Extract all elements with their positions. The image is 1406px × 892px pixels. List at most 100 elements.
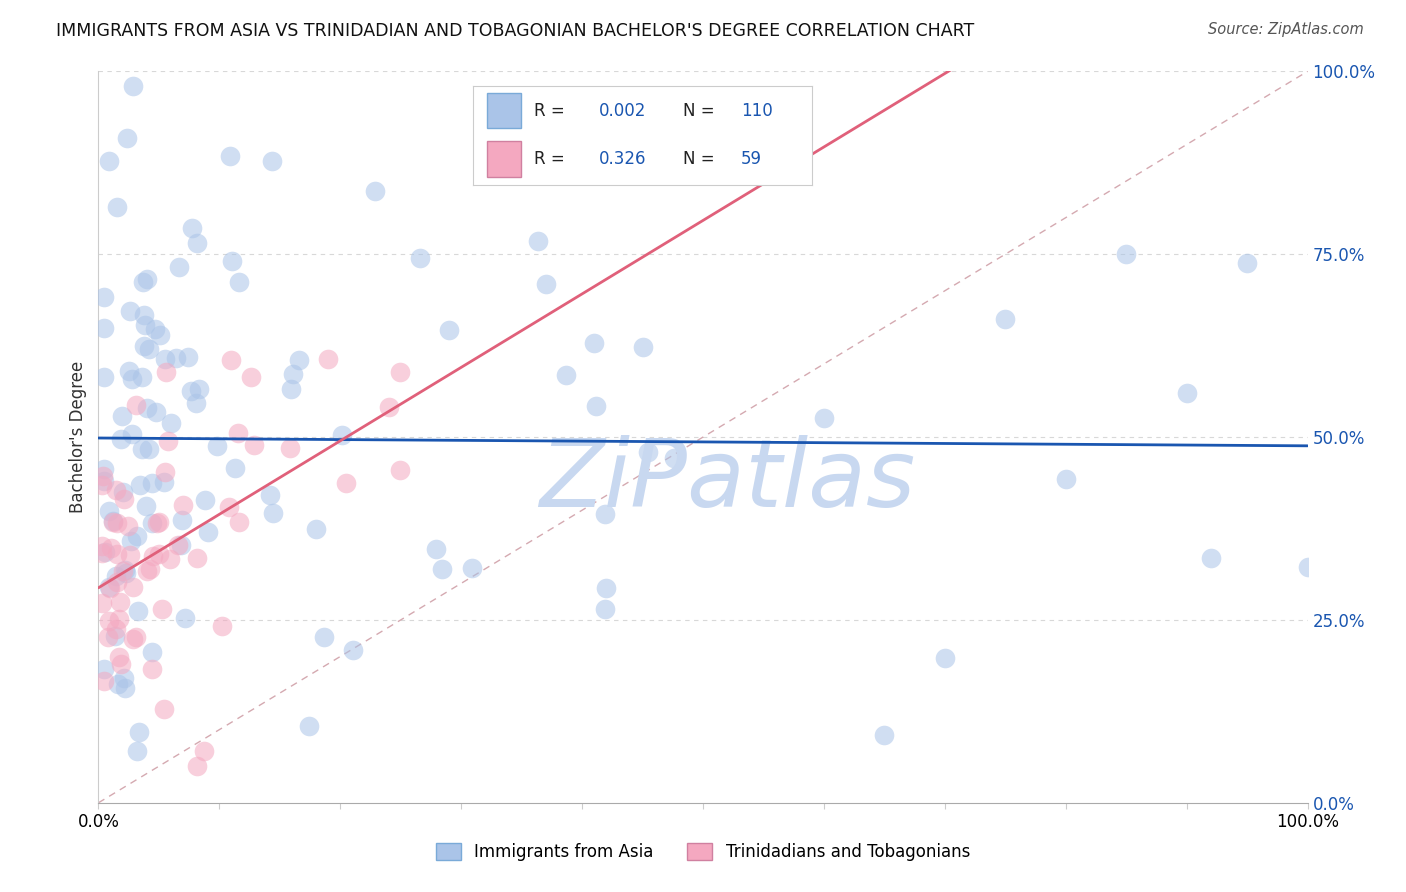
Point	[873, 728, 896, 742]
Point	[262, 506, 284, 520]
Point	[141, 645, 163, 659]
Point	[125, 397, 148, 411]
Point	[180, 384, 202, 399]
Point	[305, 522, 328, 536]
Point	[157, 434, 180, 448]
Point	[135, 272, 157, 286]
Point	[132, 308, 155, 322]
Point	[194, 492, 217, 507]
Point	[378, 400, 401, 414]
Point	[104, 569, 127, 583]
Point	[118, 364, 141, 378]
Point	[934, 650, 956, 665]
Point	[114, 563, 136, 577]
Point	[534, 277, 557, 291]
Point	[94, 544, 117, 558]
Point	[193, 744, 215, 758]
Point	[281, 367, 304, 381]
Point	[91, 539, 114, 553]
Point	[107, 677, 129, 691]
Point	[219, 149, 242, 163]
Point	[172, 499, 194, 513]
Point	[218, 500, 240, 515]
Point	[128, 725, 150, 739]
Point	[259, 488, 281, 502]
Point	[389, 463, 412, 477]
Point	[148, 515, 170, 529]
Point	[197, 525, 219, 540]
Point	[93, 370, 115, 384]
Point	[211, 619, 233, 633]
Point	[138, 442, 160, 457]
Point	[145, 405, 167, 419]
Point	[593, 507, 616, 521]
Point	[105, 547, 128, 561]
Point	[152, 475, 174, 490]
Point	[121, 372, 143, 386]
Point	[93, 673, 115, 688]
Point	[228, 276, 250, 290]
Point	[134, 318, 156, 332]
Point	[430, 561, 453, 575]
Y-axis label: Bachelor's Degree: Bachelor's Degree	[69, 361, 87, 513]
Point	[93, 290, 115, 304]
Point	[121, 426, 143, 441]
Point	[278, 441, 301, 455]
Point	[280, 382, 302, 396]
Point	[165, 351, 187, 366]
Point	[114, 681, 136, 695]
Point	[205, 439, 228, 453]
Point	[425, 542, 447, 557]
Point	[170, 539, 193, 553]
Point	[188, 382, 211, 396]
Point	[409, 251, 432, 265]
Point	[110, 432, 132, 446]
Point	[288, 353, 311, 368]
Point	[122, 78, 145, 93]
Point	[173, 610, 195, 624]
Point	[104, 629, 127, 643]
Point	[141, 476, 163, 491]
Point	[108, 595, 131, 609]
Point	[813, 411, 835, 425]
Point	[127, 603, 149, 617]
Point	[180, 221, 202, 235]
Point	[121, 534, 143, 549]
Point	[224, 461, 246, 475]
Point	[595, 582, 617, 596]
Point	[583, 336, 606, 351]
Point	[439, 323, 461, 337]
Point	[91, 546, 114, 560]
Point	[585, 399, 607, 413]
Point	[114, 566, 136, 581]
Point	[186, 550, 208, 565]
Point	[118, 548, 141, 562]
Point	[117, 519, 139, 533]
Point	[159, 552, 181, 566]
Point	[112, 491, 135, 506]
Point	[146, 516, 169, 531]
Text: ZiPatlas: ZiPatlas	[538, 435, 915, 526]
Point	[170, 513, 193, 527]
Point	[97, 504, 120, 518]
Point	[318, 351, 340, 366]
Point	[186, 759, 208, 773]
Point	[138, 342, 160, 356]
Point	[93, 662, 115, 676]
Point	[108, 612, 131, 626]
Point	[153, 351, 176, 366]
Point	[131, 369, 153, 384]
Point	[342, 643, 364, 657]
Point	[112, 671, 135, 685]
Point	[555, 368, 578, 382]
Point	[134, 339, 156, 353]
Point	[141, 516, 163, 530]
Point	[105, 574, 128, 589]
Point	[593, 602, 616, 616]
Point	[243, 438, 266, 452]
Point	[160, 416, 183, 430]
Point	[388, 365, 411, 379]
Point	[994, 312, 1017, 326]
Point	[177, 350, 200, 364]
Point	[637, 444, 659, 458]
